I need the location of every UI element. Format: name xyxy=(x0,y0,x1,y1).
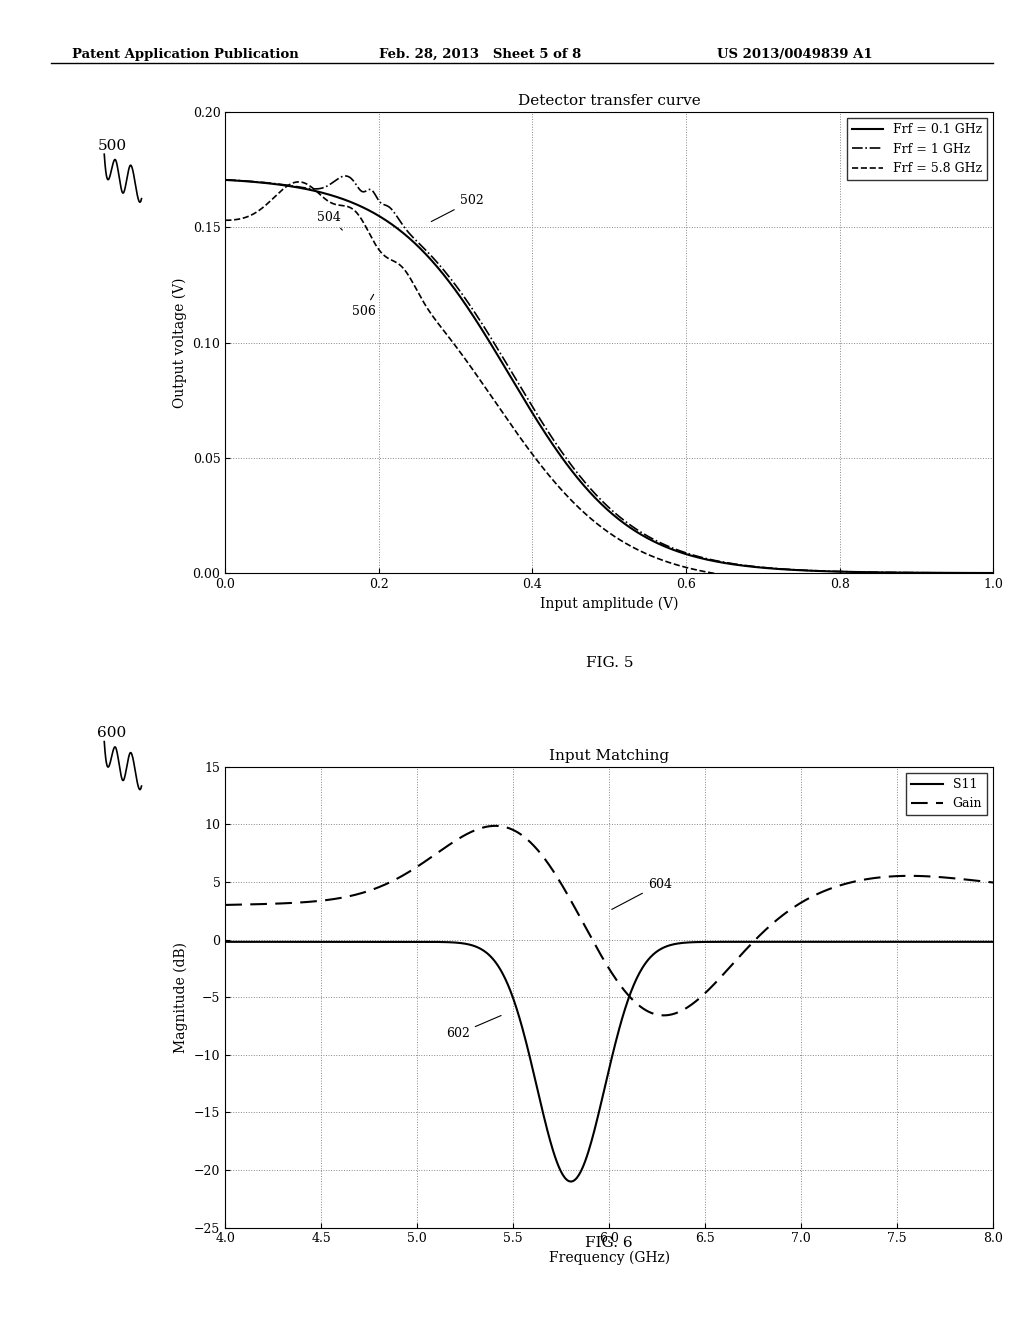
Text: FIG. 5: FIG. 5 xyxy=(586,656,633,669)
Frf = 5.8 GHz xyxy=(686,561,698,577)
Gain xyxy=(657,1007,670,1023)
S11 xyxy=(266,935,279,950)
S11 xyxy=(565,1173,578,1189)
X-axis label: Frequency (GHz): Frequency (GHz) xyxy=(549,1251,670,1266)
Title: Input Matching: Input Matching xyxy=(549,748,670,763)
Frf = 1 GHz xyxy=(686,546,698,562)
Gain xyxy=(489,818,502,834)
Line: Frf = 0.1 GHz: Frf = 0.1 GHz xyxy=(225,180,993,573)
Frf = 0.1 GHz xyxy=(881,565,893,581)
Gain xyxy=(987,875,999,891)
Line: Frf = 1 GHz: Frf = 1 GHz xyxy=(225,176,993,573)
Frf = 1 GHz xyxy=(219,172,231,187)
Gain xyxy=(266,896,279,912)
S11 xyxy=(666,937,678,953)
Gain xyxy=(804,890,816,906)
Text: Patent Application Publication: Patent Application Publication xyxy=(72,48,298,61)
Frf = 5.8 GHz xyxy=(803,574,815,590)
Text: 500: 500 xyxy=(97,139,126,153)
Gain xyxy=(711,974,723,990)
S11 xyxy=(882,935,894,950)
Line: S11: S11 xyxy=(225,942,993,1181)
Frf = 5.8 GHz xyxy=(219,213,231,228)
Frf = 0.1 GHz xyxy=(802,562,814,578)
Gain xyxy=(687,995,699,1011)
Frf = 1 GHz xyxy=(666,540,678,556)
S11 xyxy=(219,935,231,950)
Text: 506: 506 xyxy=(352,294,376,318)
Frf = 1 GHz xyxy=(803,562,815,578)
Frf = 5.8 GHz xyxy=(292,174,304,190)
Text: 604: 604 xyxy=(611,878,672,909)
Frf = 5.8 GHz xyxy=(710,566,722,582)
Frf = 5.8 GHz xyxy=(666,556,678,572)
Gain xyxy=(219,898,231,913)
Text: 504: 504 xyxy=(317,210,342,230)
Frf = 1 GHz xyxy=(882,565,894,581)
Y-axis label: Output voltage (V): Output voltage (V) xyxy=(173,277,187,408)
Gain xyxy=(667,1006,679,1022)
Frf = 1 GHz xyxy=(266,176,279,191)
Frf = 5.8 GHz xyxy=(882,576,894,591)
Text: Feb. 28, 2013   Sheet 5 of 8: Feb. 28, 2013 Sheet 5 of 8 xyxy=(379,48,582,61)
Text: 502: 502 xyxy=(431,194,483,222)
Frf = 0.1 GHz xyxy=(709,553,721,569)
Text: FIG. 6: FIG. 6 xyxy=(586,1237,633,1250)
Text: 600: 600 xyxy=(97,726,127,741)
Title: Detector transfer curve: Detector transfer curve xyxy=(518,94,700,108)
Frf = 0.1 GHz xyxy=(266,176,279,191)
Gain xyxy=(883,869,895,884)
Frf = 5.8 GHz xyxy=(266,191,279,207)
X-axis label: Input amplitude (V): Input amplitude (V) xyxy=(540,597,679,611)
Text: 602: 602 xyxy=(446,1015,501,1040)
S11 xyxy=(710,935,722,950)
Frf = 5.8 GHz xyxy=(987,577,999,593)
Frf = 1 GHz xyxy=(339,168,351,183)
Frf = 0.1 GHz xyxy=(219,172,231,187)
Frf = 0.1 GHz xyxy=(987,565,999,581)
Line: Gain: Gain xyxy=(225,826,993,1015)
Legend: Frf = 0.1 GHz, Frf = 1 GHz, Frf = 5.8 GHz: Frf = 0.1 GHz, Frf = 1 GHz, Frf = 5.8 GH… xyxy=(847,119,987,180)
S11 xyxy=(987,935,999,950)
Frf = 0.1 GHz xyxy=(685,548,697,564)
Frf = 1 GHz xyxy=(987,565,999,581)
Frf = 1 GHz xyxy=(710,553,722,569)
S11 xyxy=(803,935,815,950)
Line: Frf = 5.8 GHz: Frf = 5.8 GHz xyxy=(225,182,993,585)
Text: US 2013/0049839 A1: US 2013/0049839 A1 xyxy=(717,48,872,61)
Legend: S11, Gain: S11, Gain xyxy=(906,774,987,816)
Y-axis label: Magnitude (dB): Magnitude (dB) xyxy=(174,941,188,1052)
S11 xyxy=(686,935,698,950)
Frf = 0.1 GHz xyxy=(666,541,678,557)
